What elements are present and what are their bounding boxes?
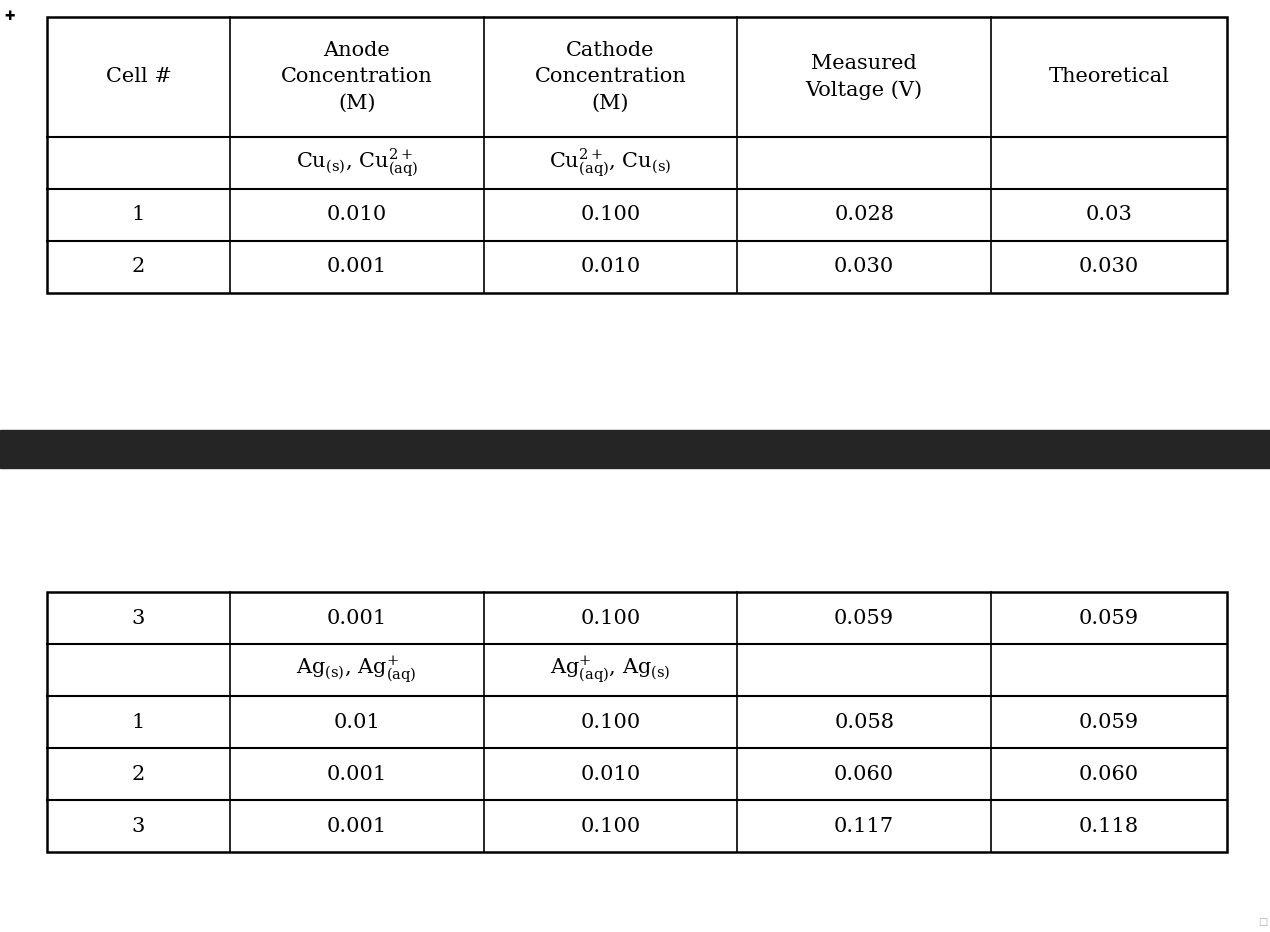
Text: 0.010: 0.010 — [580, 764, 640, 784]
Text: □: □ — [1259, 917, 1267, 927]
Text: 0.059: 0.059 — [1080, 609, 1139, 627]
Text: Cu$^{\mathregular{2+}}_{\mathregular{(aq)}}$, Cu$_{\mathregular{(s)}}$: Cu$^{\mathregular{2+}}_{\mathregular{(aq… — [549, 146, 672, 180]
Text: 0.059: 0.059 — [1080, 712, 1139, 732]
Text: 0.030: 0.030 — [1080, 257, 1139, 277]
Text: Cu$_{\mathregular{(s)}}$, Cu$^{\mathregular{2+}}_{\mathregular{(aq)}}$: Cu$_{\mathregular{(s)}}$, Cu$^{\mathregu… — [296, 146, 418, 180]
Text: 0.01: 0.01 — [333, 712, 380, 732]
Text: 1: 1 — [132, 205, 145, 225]
Text: Theoretical: Theoretical — [1049, 67, 1170, 87]
Text: 0.100: 0.100 — [580, 712, 640, 732]
Text: Ag$_{\mathregular{(s)}}$, Ag$^{\mathregular{+}}_{\mathregular{(aq)}}$: Ag$_{\mathregular{(s)}}$, Ag$^{\mathregu… — [296, 654, 417, 686]
Text: 0.010: 0.010 — [580, 257, 640, 277]
Text: 2: 2 — [132, 764, 145, 784]
Text: 0.028: 0.028 — [834, 205, 894, 225]
Text: 0.100: 0.100 — [580, 205, 640, 225]
Text: Cathode
Concentration
(M): Cathode Concentration (M) — [535, 41, 686, 113]
Text: 0.118: 0.118 — [1080, 816, 1139, 835]
Text: 0.001: 0.001 — [326, 816, 387, 835]
Text: ✚: ✚ — [5, 10, 15, 23]
Text: 0.03: 0.03 — [1086, 205, 1133, 225]
Text: 2: 2 — [132, 257, 145, 277]
Bar — [47, 17, 1227, 293]
Bar — [47, 592, 1227, 852]
Text: 0.059: 0.059 — [834, 609, 894, 627]
Text: 0.117: 0.117 — [834, 816, 894, 835]
Text: 0.058: 0.058 — [834, 712, 894, 732]
Text: 1: 1 — [132, 712, 145, 732]
Text: 3: 3 — [132, 816, 145, 835]
Text: 0.060: 0.060 — [1080, 764, 1139, 784]
Text: 0.001: 0.001 — [326, 764, 387, 784]
Text: 0.001: 0.001 — [326, 257, 387, 277]
Text: 0.030: 0.030 — [834, 257, 894, 277]
Text: Measured
Voltage (V): Measured Voltage (V) — [805, 54, 923, 101]
Text: Anode
Concentration
(M): Anode Concentration (M) — [281, 41, 433, 113]
Text: 3: 3 — [132, 609, 145, 627]
Text: 0.001: 0.001 — [326, 609, 387, 627]
Text: 0.100: 0.100 — [580, 609, 640, 627]
Text: 0.010: 0.010 — [326, 205, 387, 225]
Text: 0.100: 0.100 — [580, 816, 640, 835]
Text: 0.060: 0.060 — [834, 764, 894, 784]
Bar — [0, 430, 1270, 468]
Text: Cell #: Cell # — [105, 67, 171, 87]
Text: Ag$^{\mathregular{+}}_{\mathregular{(aq)}}$, Ag$_{\mathregular{(s)}}$: Ag$^{\mathregular{+}}_{\mathregular{(aq)… — [550, 654, 671, 686]
